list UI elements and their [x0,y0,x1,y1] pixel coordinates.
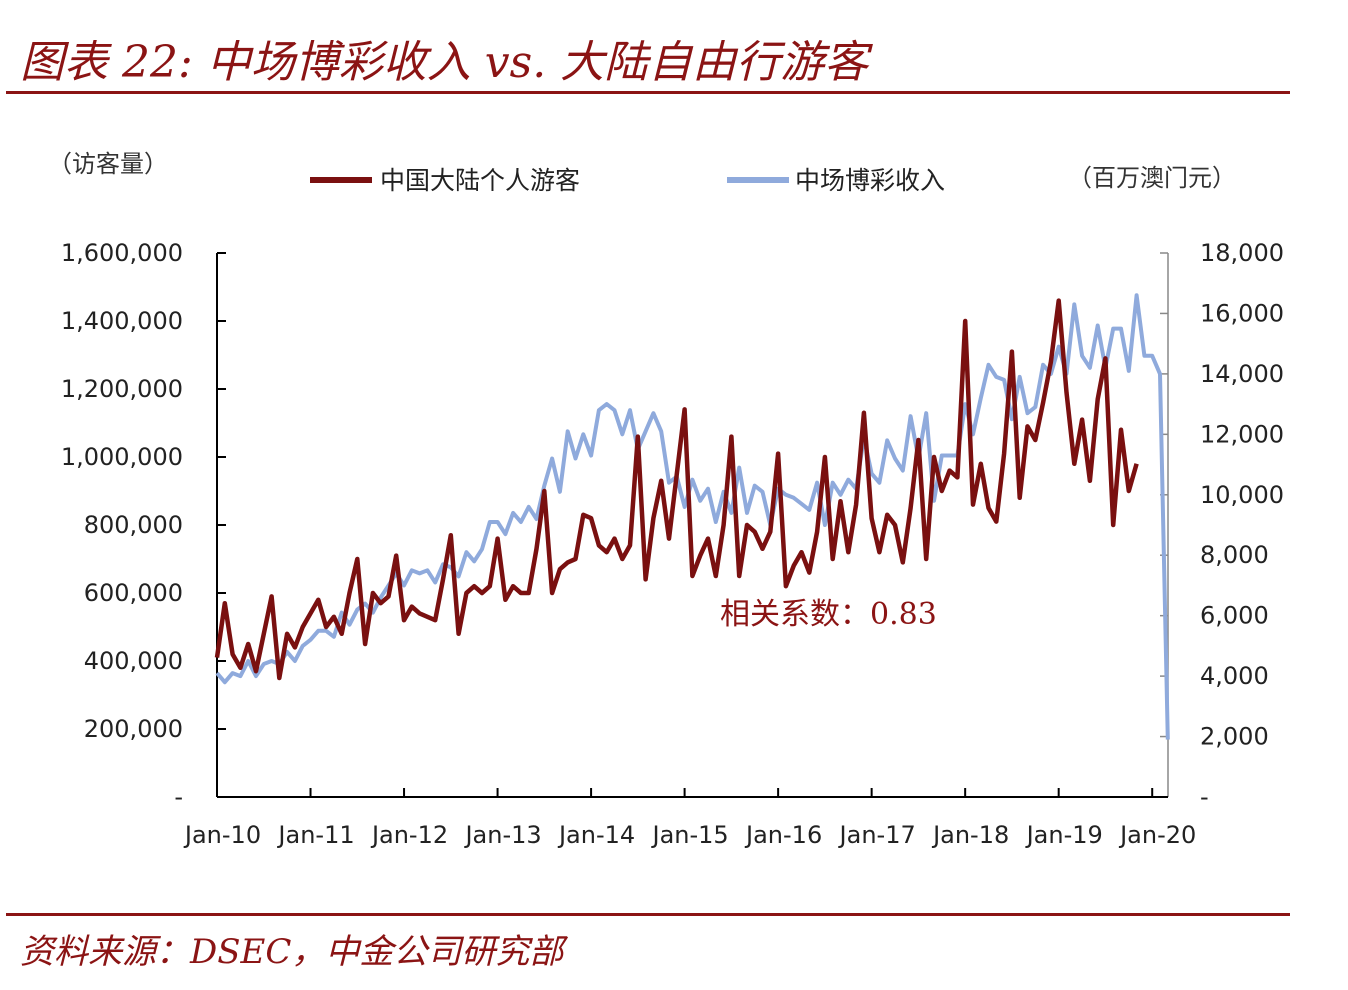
left-axis-tick-label: - [174,783,183,811]
right-axis-tick-label: - [1200,783,1209,811]
chart-axes: - 200,000 400,000 600,000 800,000 1,000,000 1,… [48,150,1284,849]
left-axis-tick-label: 800,000 [84,511,183,539]
x-axis-tick-label: Jan-17 [838,821,916,849]
x-axis-tick-label: Jan-19 [1025,821,1103,849]
left-axis-tick-label: 1,000,000 [61,443,183,471]
x-axis-tick-label: Jan-12 [370,821,448,849]
title-rule [6,91,1290,94]
footer-rule [6,913,1290,916]
x-axis-tick-label: Jan-20 [1118,821,1196,849]
chart-legend: 中国大陆个人游客 中场博彩收入 [310,166,945,195]
right-axis-tick-label: 14,000 [1200,360,1284,388]
chart-title: 图表 22: 中场博彩收入 vs. 大陆自由行游客 [20,37,869,88]
series-line-visitors [214,298,1139,681]
right-axis-tick-label: 16,000 [1200,299,1284,327]
left-axis-tick-label: 1,400,000 [61,307,183,335]
right-axis-tick-label: 12,000 [1200,420,1284,448]
right-axis-tick-label: 4,000 [1200,662,1269,690]
x-axis-tick-label: Jan-10 [183,821,261,849]
right-axis-tick-label: 2,000 [1200,723,1269,751]
right-axis-tick-label: 18,000 [1200,239,1284,267]
chart-plot-area [214,293,1170,740]
left-axis-tick-label: 400,000 [84,647,183,675]
legend-label: 中国大陆个人游客 [380,166,580,195]
x-axis-tick-label: Jan-18 [931,821,1009,849]
left-axis-tick-label: 600,000 [84,579,183,607]
right-axis-tick-label: 8,000 [1200,541,1269,569]
x-axis-tick-label: Jan-14 [557,821,635,849]
source-note: 资料来源：DSEC，中金公司研究部 [20,932,564,972]
left-axis-unit: （访客量） [48,150,168,178]
x-axis-tick-label: Jan-11 [276,821,354,849]
right-axis-tick-label: 6,000 [1200,602,1269,630]
series-line-gaming-revenue [215,293,1170,740]
x-axis-tick-label: Jan-15 [651,821,729,849]
x-axis-tick-label: Jan-16 [744,821,822,849]
left-axis-tick-label: 200,000 [84,715,183,743]
correlation-annotation: 相关系数：0.83 [720,597,937,632]
left-axis-tick-label: 1,600,000 [61,239,183,267]
x-axis-tick-label: Jan-13 [463,821,541,849]
left-axis-tick-label: 1,200,000 [61,375,183,403]
legend-label: 中场博彩收入 [795,166,945,195]
right-axis-tick-label: 10,000 [1200,481,1284,509]
right-axis-unit: （百万澳门元） [1068,164,1236,192]
